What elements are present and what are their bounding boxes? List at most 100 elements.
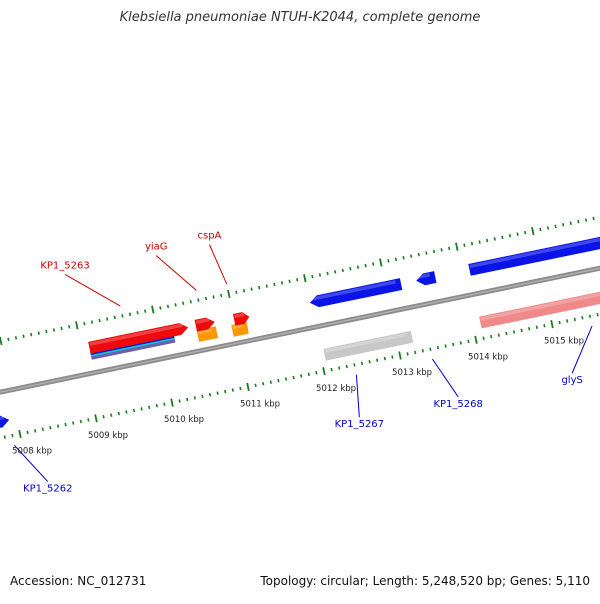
gene-label-cspa: cspA xyxy=(197,231,221,242)
bottom-row-tick xyxy=(284,377,288,381)
scale-label: 5010 kbp xyxy=(164,415,204,425)
top-row-tick xyxy=(410,254,413,258)
top-row-tick xyxy=(470,241,474,246)
top-row-tick xyxy=(417,252,420,257)
bottom-row-tick xyxy=(277,378,280,383)
top-row-tick xyxy=(235,290,238,295)
bottom-row-tick xyxy=(520,328,523,333)
bottom-row-tick xyxy=(429,347,432,351)
feature-highlight xyxy=(89,323,183,346)
feature-kp1-5268 xyxy=(416,271,437,286)
scale-label: 5009 kbp xyxy=(88,431,128,441)
bottom-row-tick xyxy=(406,352,409,356)
top-row-tick xyxy=(349,267,352,271)
top-row-tick xyxy=(189,299,192,304)
top-row-tick xyxy=(387,259,390,263)
bottom-row-tick xyxy=(148,405,151,410)
bottom-row-tick xyxy=(208,393,212,397)
bottom-row-tick xyxy=(56,424,60,428)
top-row-tick xyxy=(455,242,459,251)
scale-label: 5014 kbp xyxy=(468,352,508,362)
gene-label-glys: glyS xyxy=(561,375,582,386)
bottom-row-tick xyxy=(315,371,318,375)
top-row-tick xyxy=(151,305,155,314)
bottom-row-tick xyxy=(102,415,105,419)
top-row-tick xyxy=(379,258,383,267)
bottom-row-tick xyxy=(338,366,341,370)
top-row-tick xyxy=(174,303,177,307)
gene-leader-line xyxy=(14,445,49,482)
feature-highlight xyxy=(309,280,396,302)
feature-shape xyxy=(416,271,437,286)
top-row-tick xyxy=(493,237,496,241)
top-row-tick xyxy=(318,273,322,277)
scale-label: 5013 kbp xyxy=(392,368,432,378)
top-row-tick xyxy=(546,226,550,230)
top-row-tick xyxy=(37,331,40,335)
bottom-row-tick xyxy=(482,336,485,340)
feature-kp1-5267-blue- xyxy=(309,278,403,308)
top-row-tick xyxy=(220,293,223,298)
top-row-tick xyxy=(68,325,71,329)
bottom-row-tick xyxy=(269,380,272,384)
top-row-tick xyxy=(562,223,565,227)
bottom-row-tick xyxy=(391,355,394,359)
feature-glys-salmon- xyxy=(479,286,600,329)
top-row-tick xyxy=(197,298,200,302)
top-row-tick xyxy=(7,337,10,342)
gene-label-kp1-5268: KP1_5268 xyxy=(433,399,482,410)
bottom-row-tick xyxy=(376,358,379,362)
top-row-tick xyxy=(0,336,3,346)
bottom-row-tick xyxy=(436,345,440,350)
top-row-tick xyxy=(280,281,284,285)
top-row-tick xyxy=(166,304,170,309)
bottom-row-tick xyxy=(566,319,569,323)
gene-labels-group: KP1_5262 KP1_5263 yiaG cspA KP1_5267 KP1_5268… xyxy=(14,231,593,495)
scale-labels-group: 5008 kbp 5009 kbp 5010 kbp 5011 kbp 5012 kbp… xyxy=(12,337,584,457)
feature-highlight xyxy=(197,328,212,335)
feature-glys xyxy=(468,235,600,276)
bottom-row-tick xyxy=(117,411,120,416)
top-row-tick xyxy=(250,287,253,291)
bottom-row-tick xyxy=(398,351,402,360)
bottom-row-tick xyxy=(581,316,584,320)
feature-highlight xyxy=(232,323,243,330)
backbone-line xyxy=(0,265,600,395)
genome-summary-text: Topology: circular; Length: 5,248,520 bp… xyxy=(260,574,590,588)
top-row-tick xyxy=(121,314,124,318)
top-row-tick xyxy=(182,301,185,306)
features-group xyxy=(0,235,600,439)
top-row-tick xyxy=(501,235,504,240)
bottom-row-tick xyxy=(216,391,219,395)
scale-label: 5012 kbp xyxy=(316,384,356,394)
bottom-row-tick xyxy=(558,320,561,325)
feature-shape xyxy=(468,235,600,276)
tick-rows xyxy=(0,216,599,439)
bottom-row-tick xyxy=(490,334,493,339)
bottom-row-tick xyxy=(11,433,14,438)
bottom-row-tick xyxy=(300,374,303,378)
top-row-tick xyxy=(265,284,268,288)
bottom-row-tick xyxy=(79,419,82,424)
bottom-row-tick xyxy=(155,404,158,408)
top-row-tick xyxy=(144,309,147,313)
bottom-row-tick xyxy=(383,356,386,361)
top-row-tick xyxy=(212,295,215,299)
top-row-tick xyxy=(524,230,527,235)
top-row-tick xyxy=(341,268,344,273)
top-row-tick xyxy=(432,249,436,254)
bottom-row-tick xyxy=(573,317,576,322)
gene-leader-line xyxy=(155,255,197,291)
gene-label-kp1-5267: KP1_5267 xyxy=(335,419,384,430)
top-row-tick xyxy=(45,329,48,334)
top-row-tick xyxy=(30,332,33,337)
top-row-tick xyxy=(425,251,428,255)
bottom-row-tick xyxy=(186,397,189,402)
bottom-row-tick xyxy=(345,364,348,369)
bottom-row-tick xyxy=(322,367,326,376)
top-row-tick xyxy=(531,226,535,236)
gene-label-yiag: yiaG xyxy=(145,242,168,253)
feature-shape xyxy=(479,286,600,329)
gene-leader-line xyxy=(64,274,121,307)
